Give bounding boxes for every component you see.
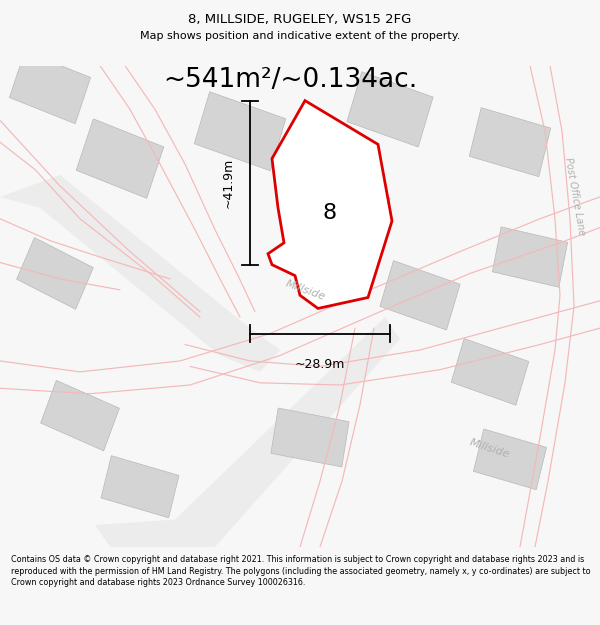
Polygon shape [17,238,94,309]
Polygon shape [347,72,433,147]
Text: 8, MILLSIDE, RUGELEY, WS15 2FG: 8, MILLSIDE, RUGELEY, WS15 2FG [188,14,412,26]
Polygon shape [473,429,547,490]
Polygon shape [290,166,390,260]
Polygon shape [194,92,286,171]
Polygon shape [268,101,392,308]
Polygon shape [469,107,551,177]
Polygon shape [0,175,280,372]
Text: ~28.9m: ~28.9m [295,357,345,371]
Polygon shape [380,261,460,330]
Text: Post Office Lane: Post Office Lane [563,157,587,237]
Text: 8: 8 [323,203,337,223]
Text: Millside: Millside [469,438,511,459]
Polygon shape [76,119,164,198]
Polygon shape [95,317,400,547]
Polygon shape [271,408,349,467]
Polygon shape [101,456,179,518]
Polygon shape [493,227,568,288]
Polygon shape [10,51,91,124]
Text: ~541m²/~0.134ac.: ~541m²/~0.134ac. [163,67,417,93]
Polygon shape [41,381,119,451]
Text: Millside: Millside [284,278,326,302]
Text: Contains OS data © Crown copyright and database right 2021. This information is : Contains OS data © Crown copyright and d… [11,555,590,588]
Polygon shape [451,339,529,405]
Text: Map shows position and indicative extent of the property.: Map shows position and indicative extent… [140,31,460,41]
Polygon shape [288,126,372,265]
Text: ~41.9m: ~41.9m [221,158,235,208]
